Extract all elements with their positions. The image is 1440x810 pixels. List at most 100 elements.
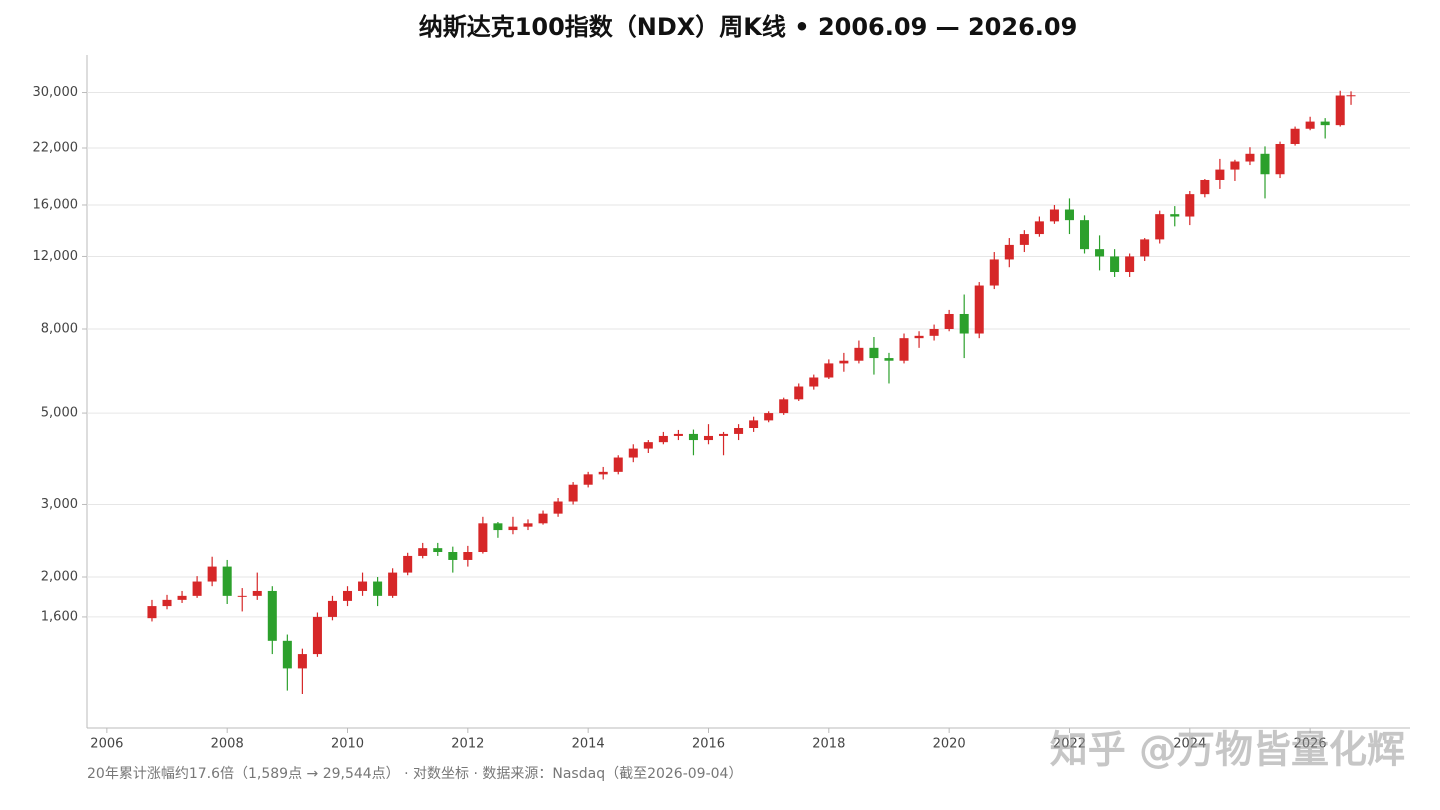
- candle-body: [553, 501, 563, 514]
- candle-body: [222, 566, 232, 596]
- x-tick-label: 2008: [211, 737, 244, 752]
- candle-body: [944, 313, 954, 329]
- candle-body: [1170, 214, 1180, 217]
- candle-body: [794, 386, 804, 400]
- y-tick-label: 2,000: [41, 570, 78, 585]
- y-tick-label: 16,000: [33, 197, 79, 212]
- candle-body: [1290, 128, 1300, 144]
- candle-body: [1125, 256, 1135, 273]
- candle-body: [493, 523, 503, 531]
- candle-body: [162, 599, 172, 607]
- footnote: 20年累计涨幅约17.6倍（1,589点 → 29,544点） · 对数坐标 ·…: [87, 766, 742, 782]
- candle-body: [327, 600, 337, 617]
- candle-body: [1049, 209, 1059, 222]
- candle-body: [1215, 169, 1225, 180]
- candle-body: [1245, 153, 1255, 162]
- candle-body: [1275, 143, 1285, 175]
- candle-body: [523, 523, 533, 527]
- candle-body: [297, 654, 307, 669]
- candle-body: [177, 595, 187, 600]
- x-tick-label: 2012: [451, 737, 484, 752]
- chart-title: 纳斯达克100指数（NDX）周K线 • 2006.09 — 2026.09: [419, 13, 1078, 41]
- candle-body: [508, 526, 518, 531]
- candle-body: [433, 548, 443, 553]
- candle-body: [1230, 161, 1240, 170]
- candle-body: [1335, 95, 1345, 126]
- candle-body: [267, 590, 277, 641]
- candle-body: [147, 606, 157, 619]
- candle-body: [192, 581, 202, 596]
- candle-body: [252, 590, 262, 596]
- candle-body: [207, 566, 217, 582]
- candle-body: [869, 347, 879, 359]
- candle-body: [1155, 214, 1165, 240]
- candle-body: [959, 313, 969, 334]
- candle-body: [1095, 249, 1105, 257]
- candle-body: [929, 328, 939, 336]
- candle-body: [463, 552, 473, 560]
- candle-body: [237, 595, 247, 597]
- candle-body: [734, 427, 744, 434]
- candle-body: [989, 259, 999, 286]
- candle-body: [809, 377, 819, 387]
- candle-body: [1019, 234, 1029, 245]
- y-tick-label: 3,000: [41, 497, 78, 512]
- y-tick-label: 12,000: [33, 249, 79, 264]
- candle-body: [1320, 121, 1330, 126]
- candle-body: [703, 435, 714, 441]
- candle-body: [628, 448, 638, 458]
- candle-body: [598, 471, 608, 475]
- candle-body: [358, 581, 368, 591]
- y-tick-label: 5,000: [41, 406, 78, 421]
- candle-body: [282, 640, 292, 669]
- candle-body: [749, 420, 759, 428]
- x-tick-label: 2020: [933, 737, 966, 752]
- candle-body: [719, 433, 729, 436]
- watermark: 知乎 @万物皆量化辉: [1050, 728, 1405, 772]
- candle-body: [568, 484, 578, 502]
- candle-body: [688, 433, 698, 441]
- candle-body: [1110, 256, 1120, 273]
- candle-body: [764, 413, 774, 421]
- candle-body: [1185, 194, 1195, 217]
- x-tick-label: 2006: [90, 737, 123, 752]
- candle-body: [1080, 220, 1090, 250]
- candle-body: [673, 433, 683, 436]
- candle-body: [538, 513, 548, 524]
- x-tick-label: 2026: [1294, 737, 1327, 752]
- x-tick-label: 2018: [812, 737, 845, 752]
- x-tick-label: 2022: [1053, 737, 1086, 752]
- candle-body: [824, 363, 834, 378]
- candle-body: [448, 552, 458, 560]
- candle-body: [1305, 121, 1315, 129]
- candle-body: [779, 399, 789, 414]
- candle-body: [342, 590, 353, 601]
- candle-body: [583, 474, 593, 485]
- candle-body: [658, 435, 668, 443]
- candle-body: [1004, 244, 1014, 260]
- candle-body: [1260, 153, 1270, 175]
- candle-body: [884, 358, 894, 361]
- candle-body: [899, 338, 909, 361]
- candle-body: [312, 616, 322, 655]
- candle-body: [373, 581, 383, 596]
- x-tick-label: 2014: [572, 737, 605, 752]
- candle-body: [1346, 95, 1356, 97]
- x-tick-label: 2010: [331, 737, 364, 752]
- candle-body: [613, 457, 623, 472]
- candle-body: [643, 442, 653, 449]
- y-tick-label: 22,000: [33, 141, 79, 156]
- candle-body: [418, 548, 428, 556]
- candle-body: [1200, 179, 1210, 195]
- candle-body: [403, 555, 413, 573]
- candle-body: [914, 335, 924, 339]
- x-tick-label: 2016: [692, 737, 725, 752]
- candle-body: [478, 523, 488, 553]
- candle-body: [1034, 221, 1044, 235]
- candle-body: [388, 572, 398, 596]
- y-tick-label: 1,600: [41, 609, 78, 624]
- candle-body: [974, 285, 984, 334]
- candle-body: [1140, 239, 1150, 257]
- y-tick-label: 30,000: [33, 85, 79, 100]
